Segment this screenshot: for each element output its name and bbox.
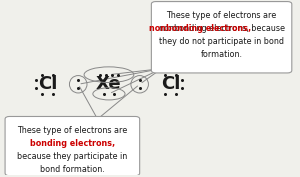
Text: Xe: Xe [96, 75, 122, 93]
Text: These type of electrons are: These type of electrons are [17, 126, 128, 135]
FancyBboxPatch shape [152, 2, 292, 73]
Text: they do not participate in bond: they do not participate in bond [159, 37, 284, 46]
Text: formation.: formation. [201, 50, 243, 59]
Text: Cl: Cl [38, 75, 57, 93]
Text: bonding electrons,: bonding electrons, [30, 139, 115, 148]
Text: Cl: Cl [161, 75, 180, 93]
Text: because they participate in: because they participate in [17, 152, 128, 161]
FancyBboxPatch shape [5, 116, 140, 176]
Text: nonbonding electrons, because: nonbonding electrons, because [159, 24, 285, 33]
Text: These type of electrons are: These type of electrons are [167, 11, 277, 20]
Text: bond formation.: bond formation. [40, 165, 105, 174]
Text: nonbonding electrons,: nonbonding electrons, [149, 24, 252, 33]
